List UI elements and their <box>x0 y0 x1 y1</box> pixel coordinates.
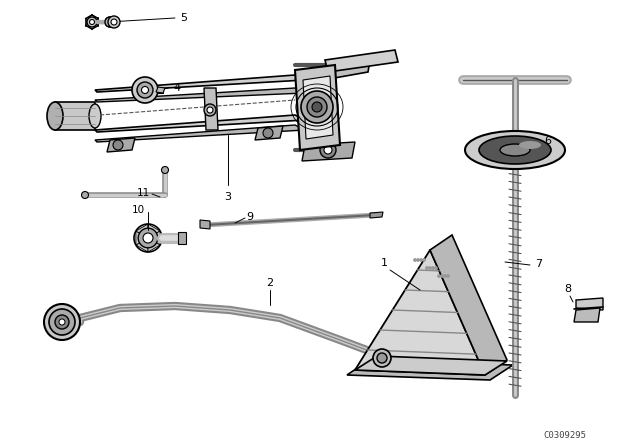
Circle shape <box>263 128 273 138</box>
Polygon shape <box>302 142 355 161</box>
Text: 2: 2 <box>266 278 273 288</box>
Circle shape <box>81 191 88 198</box>
Text: 4: 4 <box>173 83 180 93</box>
Circle shape <box>49 309 75 335</box>
Circle shape <box>59 319 65 325</box>
Polygon shape <box>574 308 600 322</box>
Circle shape <box>88 18 96 26</box>
Circle shape <box>426 267 429 270</box>
Circle shape <box>142 87 148 93</box>
Circle shape <box>161 167 168 173</box>
Ellipse shape <box>479 136 551 164</box>
Polygon shape <box>95 125 305 142</box>
Polygon shape <box>178 232 186 244</box>
Polygon shape <box>355 356 507 375</box>
Polygon shape <box>148 243 160 252</box>
Polygon shape <box>157 87 163 93</box>
Ellipse shape <box>465 131 565 169</box>
Text: 8: 8 <box>564 284 572 294</box>
Text: 1: 1 <box>381 258 388 268</box>
Circle shape <box>87 17 97 27</box>
Circle shape <box>301 91 333 123</box>
Circle shape <box>108 16 120 28</box>
Circle shape <box>438 275 440 277</box>
Circle shape <box>44 304 80 340</box>
Circle shape <box>429 267 431 270</box>
Ellipse shape <box>500 144 530 156</box>
Circle shape <box>138 228 158 248</box>
Polygon shape <box>347 360 513 380</box>
Text: 5: 5 <box>180 13 187 23</box>
Circle shape <box>377 353 387 363</box>
Text: 3: 3 <box>225 192 232 202</box>
Circle shape <box>133 78 157 102</box>
Circle shape <box>204 104 216 116</box>
Circle shape <box>207 107 213 113</box>
Polygon shape <box>136 243 148 252</box>
Polygon shape <box>355 250 485 375</box>
Circle shape <box>431 267 435 270</box>
Polygon shape <box>200 220 210 229</box>
Polygon shape <box>136 231 140 245</box>
Circle shape <box>137 82 153 98</box>
Circle shape <box>307 97 327 117</box>
Polygon shape <box>157 231 160 245</box>
Circle shape <box>108 20 113 25</box>
Circle shape <box>373 349 391 367</box>
Text: 10: 10 <box>132 205 145 215</box>
Circle shape <box>138 83 152 97</box>
Polygon shape <box>325 50 398 72</box>
Text: 6: 6 <box>544 136 551 146</box>
Circle shape <box>132 77 158 103</box>
Circle shape <box>447 275 449 277</box>
Polygon shape <box>55 102 95 130</box>
Polygon shape <box>136 224 148 233</box>
Polygon shape <box>95 75 305 92</box>
Polygon shape <box>415 343 426 354</box>
Circle shape <box>422 258 426 262</box>
Circle shape <box>435 267 438 270</box>
Text: 7: 7 <box>535 259 542 269</box>
Circle shape <box>419 258 422 262</box>
Polygon shape <box>255 126 283 140</box>
Circle shape <box>440 275 444 277</box>
Circle shape <box>417 258 419 262</box>
Circle shape <box>113 140 123 150</box>
Circle shape <box>444 275 447 277</box>
Polygon shape <box>204 88 218 130</box>
Polygon shape <box>430 235 507 375</box>
Polygon shape <box>95 88 305 102</box>
Ellipse shape <box>47 102 63 130</box>
Polygon shape <box>156 87 165 93</box>
Polygon shape <box>107 138 135 152</box>
Text: 11: 11 <box>137 188 150 198</box>
Polygon shape <box>148 224 160 233</box>
Circle shape <box>105 17 115 27</box>
Ellipse shape <box>89 104 101 128</box>
Text: 9: 9 <box>246 212 253 222</box>
Ellipse shape <box>519 141 541 149</box>
Circle shape <box>324 146 332 154</box>
Circle shape <box>312 102 322 112</box>
Polygon shape <box>370 212 383 218</box>
Circle shape <box>413 258 417 262</box>
Text: C0309295: C0309295 <box>543 431 586 439</box>
Circle shape <box>105 17 115 27</box>
Circle shape <box>141 86 148 94</box>
Circle shape <box>320 142 336 158</box>
Polygon shape <box>576 298 603 310</box>
Circle shape <box>90 20 95 25</box>
Circle shape <box>143 233 153 243</box>
Polygon shape <box>303 76 333 139</box>
Circle shape <box>55 315 69 329</box>
Polygon shape <box>295 65 340 150</box>
Polygon shape <box>95 115 305 132</box>
Polygon shape <box>323 60 370 80</box>
Circle shape <box>111 19 117 25</box>
